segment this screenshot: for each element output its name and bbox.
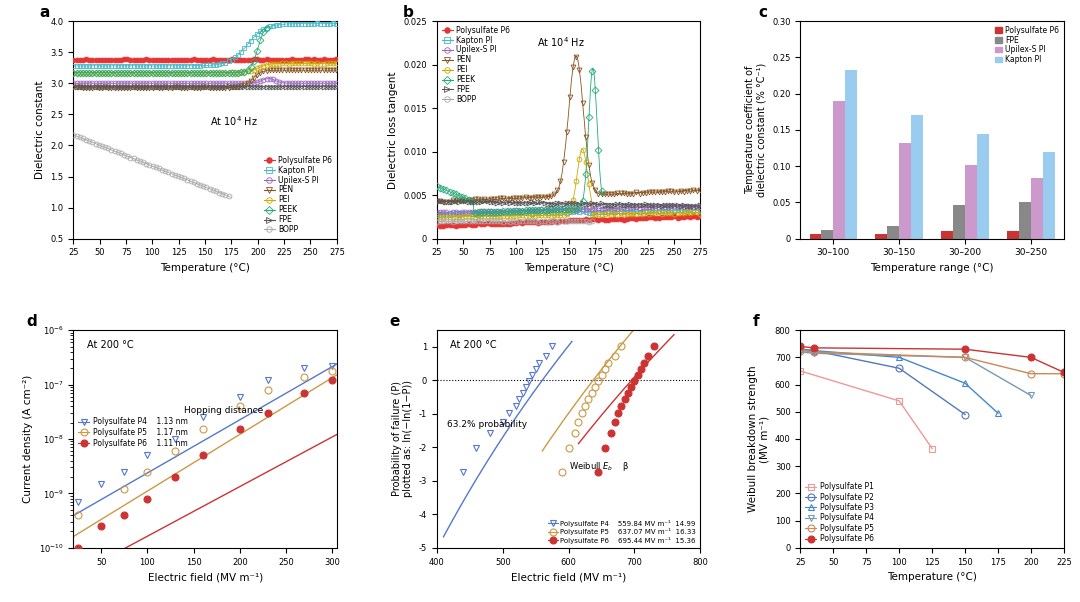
X-axis label: Temperature range (°C): Temperature range (°C) [870, 263, 994, 273]
Bar [1031, 178, 1042, 239]
Text: d: d [26, 314, 37, 329]
Bar [966, 165, 977, 239]
Legend: Polysulfate P6, Kapton PI, Upilex-S PI, PEN, PEI, PEEK, FPE, BOPP: Polysulfate P6, Kapton PI, Upilex-S PI, … [441, 25, 511, 105]
X-axis label: Electric field (MV m⁻¹): Electric field (MV m⁻¹) [148, 572, 262, 582]
Legend: Polysulfate P4    1.13 nm, Polysulfate P5    1.17 nm, Polysulfate P6    1.11 nm: Polysulfate P4 1.13 nm, Polysulfate P5 1… [78, 417, 188, 448]
Text: Hopping distance: Hopping distance [184, 406, 264, 415]
Text: f: f [753, 314, 759, 329]
Bar [954, 205, 966, 239]
Bar [977, 134, 988, 239]
Bar [810, 234, 822, 239]
Bar [876, 234, 888, 239]
Bar [888, 226, 900, 239]
Y-axis label: Current density (A cm⁻²): Current density (A cm⁻²) [24, 375, 33, 503]
Bar [834, 101, 846, 239]
Text: At 10$^4$ Hz: At 10$^4$ Hz [537, 36, 584, 49]
Bar [846, 70, 858, 239]
X-axis label: Temperature (°C): Temperature (°C) [160, 263, 251, 273]
Text: b: b [403, 5, 414, 20]
Text: Weibull $E_b$    β: Weibull $E_b$ β [569, 461, 629, 473]
Text: At 200 °C: At 200 °C [450, 340, 497, 350]
Y-axis label: Temperature coefficient of
dielectric constant (% °C⁻¹): Temperature coefficient of dielectric co… [745, 63, 767, 197]
Bar [1042, 152, 1054, 239]
Bar [1020, 202, 1031, 239]
Bar [1008, 231, 1020, 239]
X-axis label: Electric field (MV m⁻¹): Electric field (MV m⁻¹) [511, 572, 626, 582]
Bar [912, 116, 923, 239]
Legend: Polysulfate P6, FPE, Upilex-S PI, Kapton PI: Polysulfate P6, FPE, Upilex-S PI, Kapton… [994, 25, 1059, 65]
Legend: Polysulfate P4    559.84 MV m⁻¹  14.99, Polysulfate P5    637.07 MV m⁻¹  16.33, : Polysulfate P4 559.84 MV m⁻¹ 14.99, Poly… [548, 519, 697, 544]
Legend: Polysulfate P6, Kapton PI, Upilex-S PI, PEN, PEI, PEEK, FPE, BOPP: Polysulfate P6, Kapton PI, Upilex-S PI, … [262, 155, 333, 235]
Y-axis label: Dielectric loss tangent: Dielectric loss tangent [388, 71, 399, 188]
Legend: Polysulfate P1, Polysulfate P2, Polysulfate P3, Polysulfate P4, Polysulfate P5, : Polysulfate P1, Polysulfate P2, Polysulf… [805, 482, 875, 544]
Y-axis label: Dielectric constant: Dielectric constant [35, 81, 45, 179]
X-axis label: Temperature (°C): Temperature (°C) [524, 263, 613, 273]
Y-axis label: Probability of failure (P)
plotted as: ln(−ln(1−P)): Probability of failure (P) plotted as: l… [392, 380, 414, 497]
Bar [942, 232, 954, 239]
Text: At 200 °C: At 200 °C [86, 340, 133, 350]
Bar [822, 230, 834, 239]
Y-axis label: Weibull breakdown strength
(MV m⁻¹): Weibull breakdown strength (MV m⁻¹) [747, 365, 769, 512]
Text: 63.2% probability: 63.2% probability [447, 420, 528, 429]
Text: At 10$^4$ Hz: At 10$^4$ Hz [211, 114, 258, 128]
Text: c: c [758, 5, 767, 20]
Text: a: a [39, 5, 50, 20]
Text: e: e [390, 314, 400, 329]
Bar [900, 143, 912, 239]
X-axis label: Temperature (°C): Temperature (°C) [887, 572, 977, 582]
